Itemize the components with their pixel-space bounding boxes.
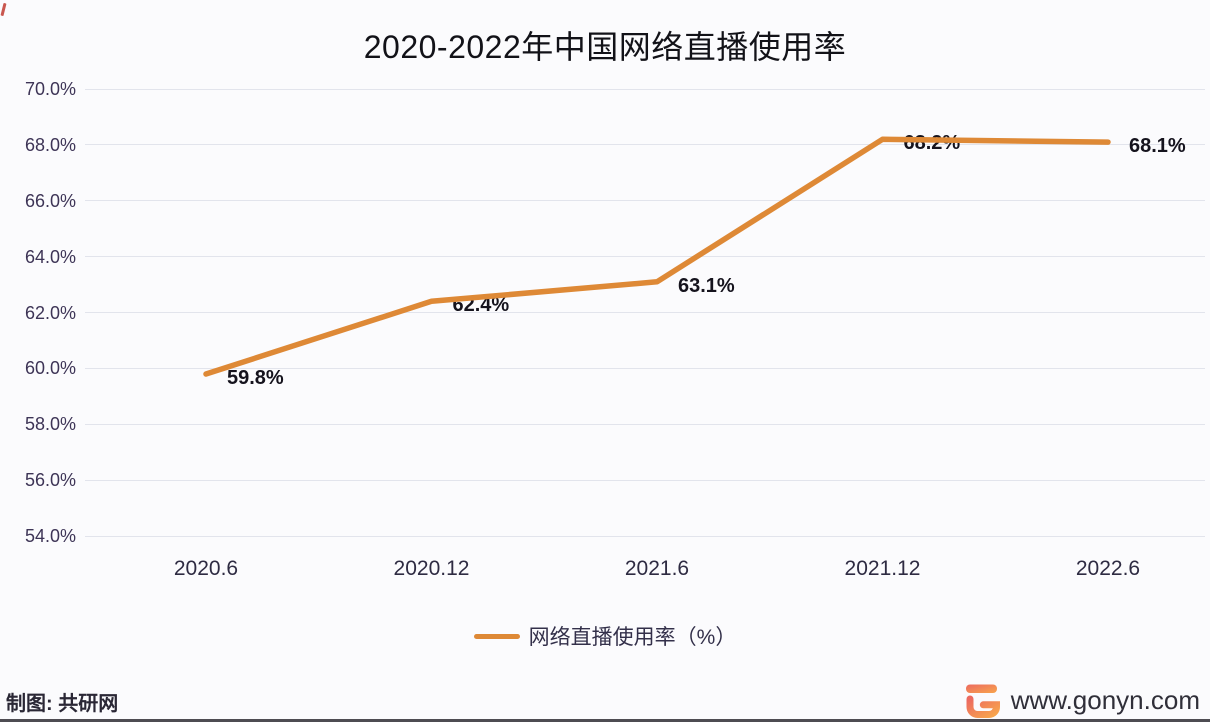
gridline	[85, 200, 1205, 202]
legend-line-swatch	[473, 633, 520, 639]
y-axis-tick-label: 66.0%	[24, 190, 76, 211]
y-axis-tick-label: 56.0%	[24, 470, 76, 491]
gridline	[85, 423, 1205, 425]
y-axis-tick-label: 54.0%	[24, 526, 76, 546]
legend-label: 网络直播使用率（%）	[528, 626, 737, 649]
data-point-label: 62.4%	[452, 294, 510, 317]
corner-red-mark	[0, 2, 7, 17]
x-axis-tick-label: 2021.6	[624, 557, 690, 580]
data-point-label: 68.1%	[1129, 135, 1186, 158]
gridline	[85, 256, 1205, 258]
credit-text: 制图: 共研网	[6, 693, 119, 715]
data-point-label: 59.8%	[227, 366, 284, 389]
data-point-label: 63.1%	[678, 274, 735, 297]
x-axis-tick-label: 2021.12	[844, 557, 921, 580]
chart-title: 2020-2022年中国网络直播使用率	[363, 29, 847, 65]
y-axis-tick-label: 64.0%	[24, 246, 76, 267]
data-point-label: 68.2%	[903, 132, 961, 155]
y-axis-tick-label: 60.0%	[24, 358, 76, 379]
y-axis-tick-label: 70.0%	[24, 79, 76, 99]
x-axis-tick-label: 2020.6	[173, 557, 239, 580]
y-axis-tick-label: 68.0%	[24, 134, 76, 155]
site-branding: www.gonyn.com	[963, 683, 1200, 718]
gridline	[85, 144, 1205, 146]
gridline	[85, 88, 1205, 90]
legend: 网络直播使用率（%）	[0, 621, 1210, 651]
gridline	[85, 312, 1205, 313]
website-url: www.gonyn.com	[1010, 685, 1200, 715]
y-axis-tick-label: 62.0%	[24, 302, 76, 323]
x-axis-tick-label: 2022.6	[1075, 557, 1141, 580]
gridline	[85, 479, 1205, 481]
y-axis-tick-label: 58.0%	[24, 414, 76, 435]
gonyn-g-logo-icon	[965, 684, 1000, 718]
x-axis-tick-label: 2020.12	[393, 557, 470, 580]
gridline	[85, 535, 1205, 537]
